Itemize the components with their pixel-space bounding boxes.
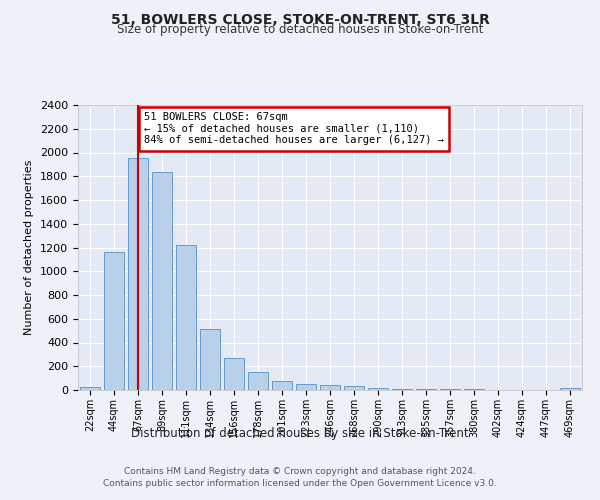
Bar	[128, 158, 148, 390]
Text: Contains public sector information licensed under the Open Government Licence v3: Contains public sector information licen…	[103, 478, 497, 488]
Bar	[200, 329, 220, 390]
Text: Size of property relative to detached houses in Stoke-on-Trent: Size of property relative to detached ho…	[117, 24, 483, 36]
Bar	[224, 358, 244, 390]
Bar	[80, 386, 100, 390]
Text: 51, BOWLERS CLOSE, STOKE-ON-TRENT, ST6 3LR: 51, BOWLERS CLOSE, STOKE-ON-TRENT, ST6 3…	[110, 12, 490, 26]
Text: 51 BOWLERS CLOSE: 67sqm
← 15% of detached houses are smaller (1,110)
84% of semi: 51 BOWLERS CLOSE: 67sqm ← 15% of detache…	[144, 112, 444, 146]
Bar	[272, 380, 292, 390]
Text: Distribution of detached houses by size in Stoke-on-Trent: Distribution of detached houses by size …	[131, 428, 469, 440]
Bar	[560, 388, 580, 390]
Bar	[368, 388, 388, 390]
Bar	[392, 389, 412, 390]
Bar	[440, 389, 460, 390]
Text: Contains HM Land Registry data © Crown copyright and database right 2024.: Contains HM Land Registry data © Crown c…	[124, 468, 476, 476]
Bar	[344, 386, 364, 390]
Bar	[320, 386, 340, 390]
Bar	[416, 389, 436, 390]
Bar	[152, 172, 172, 390]
Y-axis label: Number of detached properties: Number of detached properties	[25, 160, 34, 335]
Bar	[176, 244, 196, 390]
Bar	[248, 372, 268, 390]
Bar	[296, 384, 316, 390]
Bar	[104, 252, 124, 390]
